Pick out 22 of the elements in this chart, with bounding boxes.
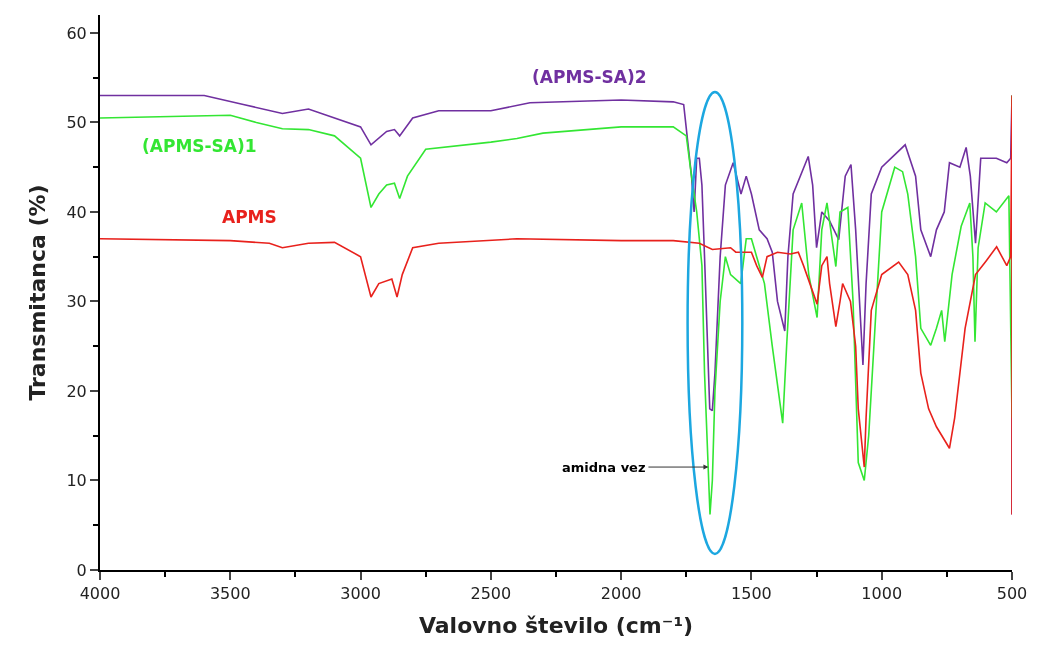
y-tick-label: 10 bbox=[66, 471, 87, 491]
annotation: amidna vez bbox=[562, 460, 646, 475]
y-tick-label: 0 bbox=[76, 560, 87, 580]
series-label: (APMS-SA)1 bbox=[142, 136, 257, 156]
x-tick-label: 1000 bbox=[861, 584, 903, 604]
y-tick-label: 60 bbox=[66, 23, 87, 43]
x-tick-label: 3500 bbox=[209, 584, 251, 604]
y-tick-label: 20 bbox=[66, 381, 87, 401]
x-tick-label: 500 bbox=[996, 584, 1028, 604]
x-tick-label: 2000 bbox=[600, 584, 642, 604]
y-axis-title: Transmitanca (%) bbox=[24, 184, 50, 401]
x-tick-label: 1500 bbox=[731, 584, 772, 604]
x-axis-title: Valovno število (cm⁻¹) bbox=[418, 612, 694, 638]
x-tick-label: 2500 bbox=[470, 584, 512, 604]
series-label: APMS bbox=[222, 207, 277, 227]
y-tick-label: 50 bbox=[66, 113, 87, 133]
x-tick-label: 4000 bbox=[79, 584, 121, 604]
line-series bbox=[100, 94, 1012, 516]
x-tick-label: 3000 bbox=[340, 584, 381, 604]
y-tick-label: 30 bbox=[66, 292, 87, 312]
series-label: (APMS-SA)2 bbox=[532, 67, 647, 87]
y-tick-label: 40 bbox=[66, 202, 87, 222]
